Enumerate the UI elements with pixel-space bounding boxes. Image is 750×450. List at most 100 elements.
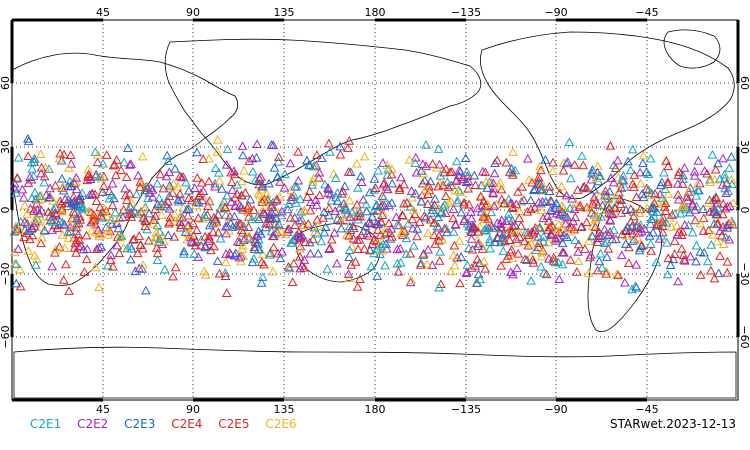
observation-triangle <box>103 230 114 239</box>
observation-triangle <box>267 213 278 223</box>
observation-triangle <box>31 260 41 269</box>
observation-triangle <box>14 225 25 235</box>
observation-triangle <box>656 230 667 240</box>
observation-triangle <box>237 240 248 250</box>
observation-triangle <box>196 240 206 250</box>
observation-triangle <box>653 199 663 208</box>
observation-triangle <box>203 153 214 163</box>
observation-triangle <box>112 240 122 250</box>
observation-triangle <box>124 188 135 198</box>
observation-triangle <box>608 177 619 187</box>
observation-triangle <box>155 169 166 179</box>
lat-tick-label: 30 <box>738 140 750 154</box>
observation-triangle <box>193 252 204 261</box>
observation-triangle <box>392 220 403 229</box>
observation-triangle <box>256 228 266 238</box>
observation-triangle <box>623 258 634 267</box>
observation-triangle <box>695 178 705 188</box>
lon-tick-label: −45 <box>635 6 658 19</box>
observation-triangle <box>422 259 432 269</box>
observation-triangle <box>161 171 172 181</box>
observation-triangle <box>383 184 393 194</box>
observation-triangle <box>377 210 388 219</box>
observation-triangle <box>45 215 56 225</box>
observation-triangle <box>546 196 557 206</box>
observation-triangle <box>117 212 128 222</box>
observation-triangle <box>480 263 491 273</box>
observation-triangle <box>216 183 227 193</box>
observation-triangle <box>248 205 259 214</box>
observation-triangle <box>475 274 486 284</box>
observation-triangle <box>140 221 151 231</box>
observation-triangle <box>177 212 188 222</box>
observation-triangle <box>164 180 175 190</box>
observation-triangle <box>684 185 695 195</box>
observation-triangle <box>192 173 203 182</box>
observation-triangle <box>511 233 522 243</box>
observation-triangle <box>220 210 231 219</box>
observation-triangle <box>348 223 359 233</box>
observation-triangle <box>483 213 494 223</box>
observation-triangle <box>325 189 336 199</box>
observation-triangle <box>514 227 525 237</box>
observation-triangle <box>615 199 626 209</box>
observation-triangle <box>151 227 161 237</box>
observation-triangle <box>257 194 267 204</box>
observation-triangle <box>623 156 633 166</box>
observation-triangle <box>448 227 459 236</box>
observation-triangle <box>179 246 189 256</box>
observation-triangle <box>286 185 296 195</box>
observation-triangle <box>673 170 684 179</box>
observation-triangle <box>601 268 612 278</box>
observation-triangle <box>370 201 381 210</box>
observation-triangle <box>679 220 690 229</box>
observation-triangle <box>586 249 596 259</box>
observation-triangle <box>490 158 500 168</box>
observation-triangle <box>605 140 616 150</box>
observation-triangle <box>620 277 630 287</box>
observation-triangle <box>416 258 426 267</box>
observation-triangle <box>165 183 175 192</box>
observation-triangle <box>533 172 544 182</box>
observation-triangle <box>462 260 473 269</box>
observation-triangle <box>370 183 381 193</box>
observation-triangle <box>418 168 429 178</box>
observation-triangle <box>591 173 602 183</box>
observation-triangle <box>264 249 275 259</box>
observation-triangle <box>343 143 353 152</box>
observation-triangle <box>290 220 300 229</box>
observation-triangle <box>691 190 702 200</box>
observation-triangle <box>354 235 365 244</box>
observation-triangle <box>203 236 214 245</box>
observation-triangle <box>28 171 39 181</box>
observation-triangle <box>702 256 713 266</box>
observation-triangle <box>209 241 219 251</box>
observation-triangle <box>546 230 557 239</box>
observation-triangle <box>375 201 386 211</box>
observation-triangle <box>661 155 672 165</box>
observation-triangle <box>382 160 393 170</box>
observation-triangle <box>496 194 507 204</box>
observation-triangle <box>503 250 514 260</box>
observation-triangle <box>318 212 328 222</box>
observation-triangle <box>434 282 444 292</box>
observation-triangle <box>583 268 594 278</box>
observation-triangle <box>63 227 73 237</box>
observation-triangle <box>311 200 322 209</box>
observation-triangle <box>55 148 65 158</box>
observation-triangle <box>372 271 383 280</box>
observation-triangle <box>713 203 723 213</box>
observation-triangle <box>106 250 116 260</box>
observation-triangle <box>692 179 703 188</box>
lon-tick-label: −90 <box>544 403 567 416</box>
observation-triangle <box>676 243 687 253</box>
observation-triangle <box>527 227 537 236</box>
observation-triangle <box>152 220 163 230</box>
observation-triangle <box>295 232 306 241</box>
observation-triangle <box>634 208 645 218</box>
observation-triangle <box>720 232 731 242</box>
observation-triangle <box>308 234 318 244</box>
observation-triangle <box>401 233 412 243</box>
observation-triangle <box>232 236 243 246</box>
